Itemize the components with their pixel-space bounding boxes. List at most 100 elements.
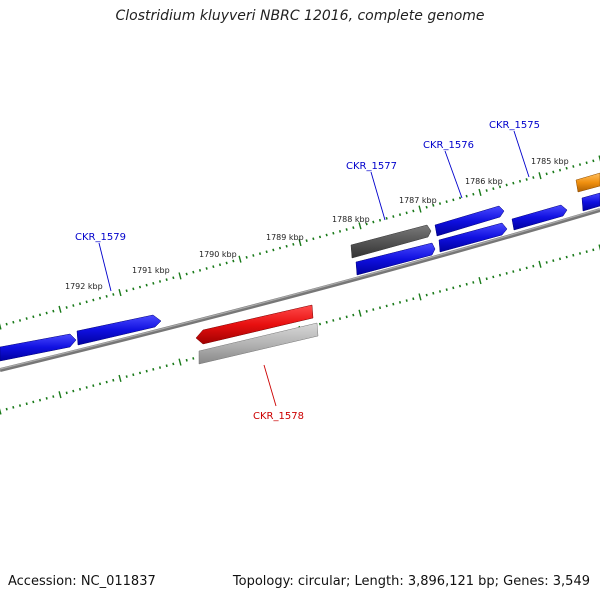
outer-scale-tick (512, 181, 515, 185)
inner-scale-tick (505, 271, 508, 275)
inner-scale-tick (25, 402, 28, 406)
outer-scale-tick (532, 176, 535, 179)
gene-arrow-right-edge[interactable] (581, 192, 600, 212)
inner-scale-tick (178, 358, 182, 366)
inner-scale-tick (92, 384, 95, 388)
scale-label-1788: 1788 kbp (332, 215, 370, 224)
inner-scale-tick (378, 306, 382, 310)
inner-scale-tick (132, 373, 135, 377)
outer-scale-tick (192, 270, 195, 274)
inner-scale-tick (118, 374, 122, 382)
outer-scale-tick (72, 304, 75, 307)
genome-backbone (0, 208, 600, 372)
inner-scale-tick (512, 270, 515, 273)
inner-scale-tick (585, 250, 588, 254)
gene-arrow-1578-partner[interactable] (198, 322, 319, 365)
inner-scale-tick (5, 407, 8, 411)
outer-scale-tick (518, 179, 522, 183)
gene-arrow-1578[interactable] (195, 304, 314, 345)
forward-genes (0, 172, 600, 362)
outer-scale-tick (578, 163, 582, 166)
gene-arrow-1576[interactable] (434, 205, 505, 237)
outer-scale-tick (425, 205, 428, 209)
outer-scale-tick (432, 203, 435, 207)
outer-scale-tick (205, 267, 208, 270)
outer-scale-tick (292, 242, 295, 246)
outer-scale-tick (418, 205, 422, 213)
inner-scale-tick (345, 315, 348, 319)
outer-scale-tick (45, 311, 48, 315)
inner-scale-tick (165, 364, 168, 368)
outer-scale-tick (565, 166, 568, 170)
outer-scale-tick (545, 172, 548, 176)
outer-scale-tick (245, 255, 248, 259)
scale-label-1789: 1789 kbp (266, 233, 304, 242)
gene-label-1579[interactable]: CKR_1579 (75, 232, 126, 243)
scale-label-1786: 1786 kbp (465, 177, 503, 186)
gene-arrow-orange[interactable] (575, 172, 600, 193)
gene-label-1576[interactable]: CKR_1576 (423, 140, 474, 151)
inner-scale-tick (438, 290, 442, 293)
outer-scale-tick (152, 281, 155, 285)
gene-label-1577[interactable]: CKR_1577 (346, 161, 397, 172)
inner-scale-tick (172, 362, 175, 366)
leader-1575 (513, 130, 530, 178)
outer-scale-tick (105, 294, 108, 298)
inner-scale-tick (358, 309, 362, 317)
outer-scale-tick (178, 272, 182, 280)
inner-scale-tick (78, 387, 82, 391)
outer-scale-tick (165, 278, 168, 282)
outer-scale-tick (378, 218, 382, 222)
scale-labels: 1785 kbp 1786 kbp 1787 kbp 1788 kbp 1789… (65, 157, 569, 291)
inner-scale-tick (472, 281, 475, 284)
outer-scale-tick (138, 285, 142, 289)
inner-scale-tick (318, 322, 322, 326)
outer-scale-tick (225, 261, 228, 265)
gene-label-1575[interactable]: CKR_1575 (489, 120, 540, 131)
outer-scale-tick (325, 233, 328, 237)
gene-arrow-lower-1577[interactable] (355, 242, 436, 276)
inner-scale-tick (352, 313, 355, 317)
outer-scale-tick (398, 213, 402, 217)
outer-scale-tick (558, 168, 562, 172)
outer-scale-tick (232, 259, 235, 263)
inner-scale-tick (332, 319, 335, 322)
gene-arrow-1579[interactable] (76, 314, 162, 346)
inner-scale-tick (498, 273, 502, 277)
inner-scale-tick (152, 367, 155, 371)
inner-scale-tick (338, 317, 342, 321)
gene-arrow-1577[interactable] (350, 224, 432, 259)
gene-arrow-1575[interactable] (511, 204, 568, 231)
inner-scale-tick (392, 302, 395, 306)
outer-scale-tick (465, 194, 468, 198)
outer-scale-tick (358, 222, 362, 230)
outer-scale-tick (485, 189, 488, 192)
inner-scale-tick (592, 248, 595, 252)
inner-scale-tick (445, 288, 448, 292)
outer-scale-tick (438, 202, 442, 205)
inner-scale-tick (385, 304, 388, 308)
scale-label-1790: 1790 kbp (199, 250, 237, 259)
inner-scale-tick (85, 386, 88, 389)
inner-scale-tick (18, 404, 22, 407)
gene-arrow-left-edge[interactable] (0, 333, 77, 362)
inner-scale-tick (112, 378, 115, 382)
outer-scale-tick (525, 178, 528, 181)
outer-scale-tick (492, 187, 495, 191)
inner-scale-tick (552, 259, 555, 263)
outer-scale-tick (58, 305, 62, 313)
inner-scale-tick (425, 293, 428, 297)
gene-label-1578[interactable]: CKR_1578 (253, 411, 304, 422)
gene-arrow-lower-1576[interactable] (438, 222, 508, 253)
inner-scale-tick (145, 369, 148, 373)
inner-scale-tick (558, 257, 562, 261)
outer-scale-tick (598, 155, 600, 162)
inner-scale-tick (65, 391, 68, 395)
outer-scale-tick (572, 165, 575, 168)
outer-scale-tick (592, 159, 595, 163)
outer-scale-tick (318, 235, 322, 239)
inner-scale-tick (12, 405, 15, 409)
inner-scale-tick (452, 286, 455, 290)
outer-scale-tick (272, 248, 275, 252)
